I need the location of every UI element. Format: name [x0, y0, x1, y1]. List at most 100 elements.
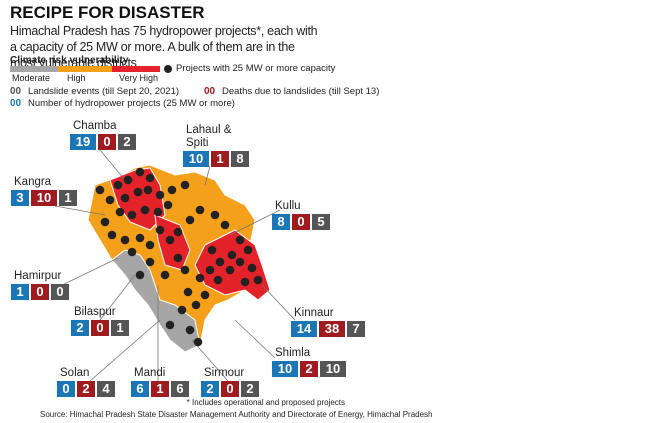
project-dot — [165, 320, 175, 330]
project-dot — [185, 215, 195, 225]
project-dot — [177, 305, 187, 315]
project-dot — [240, 277, 250, 287]
project-dots — [95, 167, 263, 347]
count-landslides: 6 — [171, 381, 189, 397]
project-dot — [143, 185, 153, 195]
legend-deaths: Deaths due to landslides (till Sept 13) — [222, 86, 380, 97]
district-name: Mandi — [134, 367, 166, 379]
project-dot — [165, 235, 175, 245]
footnote: * Includes operational and proposed proj… — [186, 398, 345, 407]
project-dot — [155, 225, 165, 235]
project-dot — [207, 245, 217, 255]
count-landslides: 8 — [231, 151, 249, 167]
sample-projects: 00 — [10, 98, 22, 109]
project-dot — [163, 200, 173, 210]
level-label: High — [67, 73, 86, 83]
project-dot — [235, 257, 245, 267]
project-dot — [195, 205, 205, 215]
count-landslides: 7 — [347, 321, 365, 337]
project-dot — [120, 193, 130, 203]
project-dot — [227, 250, 237, 260]
project-dot — [160, 270, 170, 280]
district-name: Kullu — [275, 200, 301, 212]
count-projects: 14 — [291, 321, 317, 337]
sample-landslides: 00 — [10, 86, 22, 97]
count-deaths: 1 — [151, 381, 169, 397]
project-dot — [215, 257, 225, 267]
count-projects: 10 — [272, 361, 298, 377]
project-dot — [195, 273, 205, 283]
project-dot — [235, 235, 245, 245]
count-projects: 2 — [201, 381, 219, 397]
count-deaths: 10 — [31, 190, 57, 206]
source: Source: Himachal Pradesh State Disaster … — [40, 410, 433, 419]
count-landslides: 10 — [320, 361, 346, 377]
project-dot — [140, 205, 150, 215]
project-dot — [107, 230, 117, 240]
swatch-very-high — [112, 66, 160, 72]
count-projects: 0 — [57, 381, 75, 397]
dot-swatch — [164, 65, 172, 73]
count-deaths: 0 — [221, 381, 239, 397]
district-name: Lahaul & Spiti — [186, 124, 232, 149]
project-dot — [127, 210, 137, 220]
project-dot — [225, 265, 235, 275]
project-dot — [193, 337, 203, 347]
project-dot — [135, 233, 145, 243]
project-dot — [155, 190, 165, 200]
district-name: Shimla — [275, 347, 311, 359]
count-landslides: 5 — [312, 214, 330, 230]
project-dot — [145, 173, 155, 183]
project-dot — [220, 220, 230, 230]
count-projects: 6 — [131, 381, 149, 397]
project-dot — [185, 325, 195, 335]
project-dot — [145, 240, 155, 250]
project-dot — [153, 207, 163, 217]
project-dot — [183, 287, 193, 297]
project-dot — [133, 187, 143, 197]
count-deaths: 0 — [91, 320, 109, 336]
count-landslides: 4 — [97, 381, 115, 397]
project-dot — [173, 253, 183, 263]
district-name: Sirmour — [204, 367, 245, 379]
project-dot — [247, 263, 257, 273]
count-landslides: 0 — [51, 284, 69, 300]
district-name: Bilaspur — [74, 306, 116, 318]
level-label: Moderate — [12, 73, 51, 83]
count-landslides: 2 — [241, 381, 259, 397]
project-dot — [180, 265, 190, 275]
count-projects: 10 — [183, 151, 209, 167]
count-landslides: 2 — [118, 134, 136, 150]
project-dot — [200, 290, 210, 300]
count-deaths: 0 — [292, 214, 310, 230]
project-dot — [115, 207, 125, 217]
district-name: Solan — [60, 367, 90, 379]
project-dot — [135, 167, 145, 177]
project-dot — [100, 217, 110, 227]
count-deaths: 2 — [77, 381, 95, 397]
project-dot — [180, 180, 190, 190]
project-dot — [210, 210, 220, 220]
count-projects: 1 — [11, 284, 29, 300]
project-dot — [95, 185, 105, 195]
count-deaths: 38 — [319, 321, 345, 337]
project-dot — [145, 257, 155, 267]
count-deaths: 1 — [211, 151, 229, 167]
project-dot — [127, 247, 137, 257]
project-dot — [253, 275, 263, 285]
legend-projects: Number of hydropower projects (25 MW or … — [28, 98, 235, 109]
project-dot — [123, 175, 133, 185]
scale-title: Climate risk vulnerability — [10, 55, 129, 66]
count-projects: 19 — [70, 134, 96, 150]
project-dot — [105, 195, 115, 205]
project-dot — [135, 270, 145, 280]
count-projects: 3 — [11, 190, 29, 206]
project-dot — [243, 245, 253, 255]
project-dot — [205, 265, 215, 275]
leader-lines — [54, 149, 296, 382]
project-dot — [173, 227, 183, 237]
swatch-high — [58, 66, 112, 72]
count-landslides: 1 — [59, 190, 77, 206]
project-dot — [120, 235, 130, 245]
